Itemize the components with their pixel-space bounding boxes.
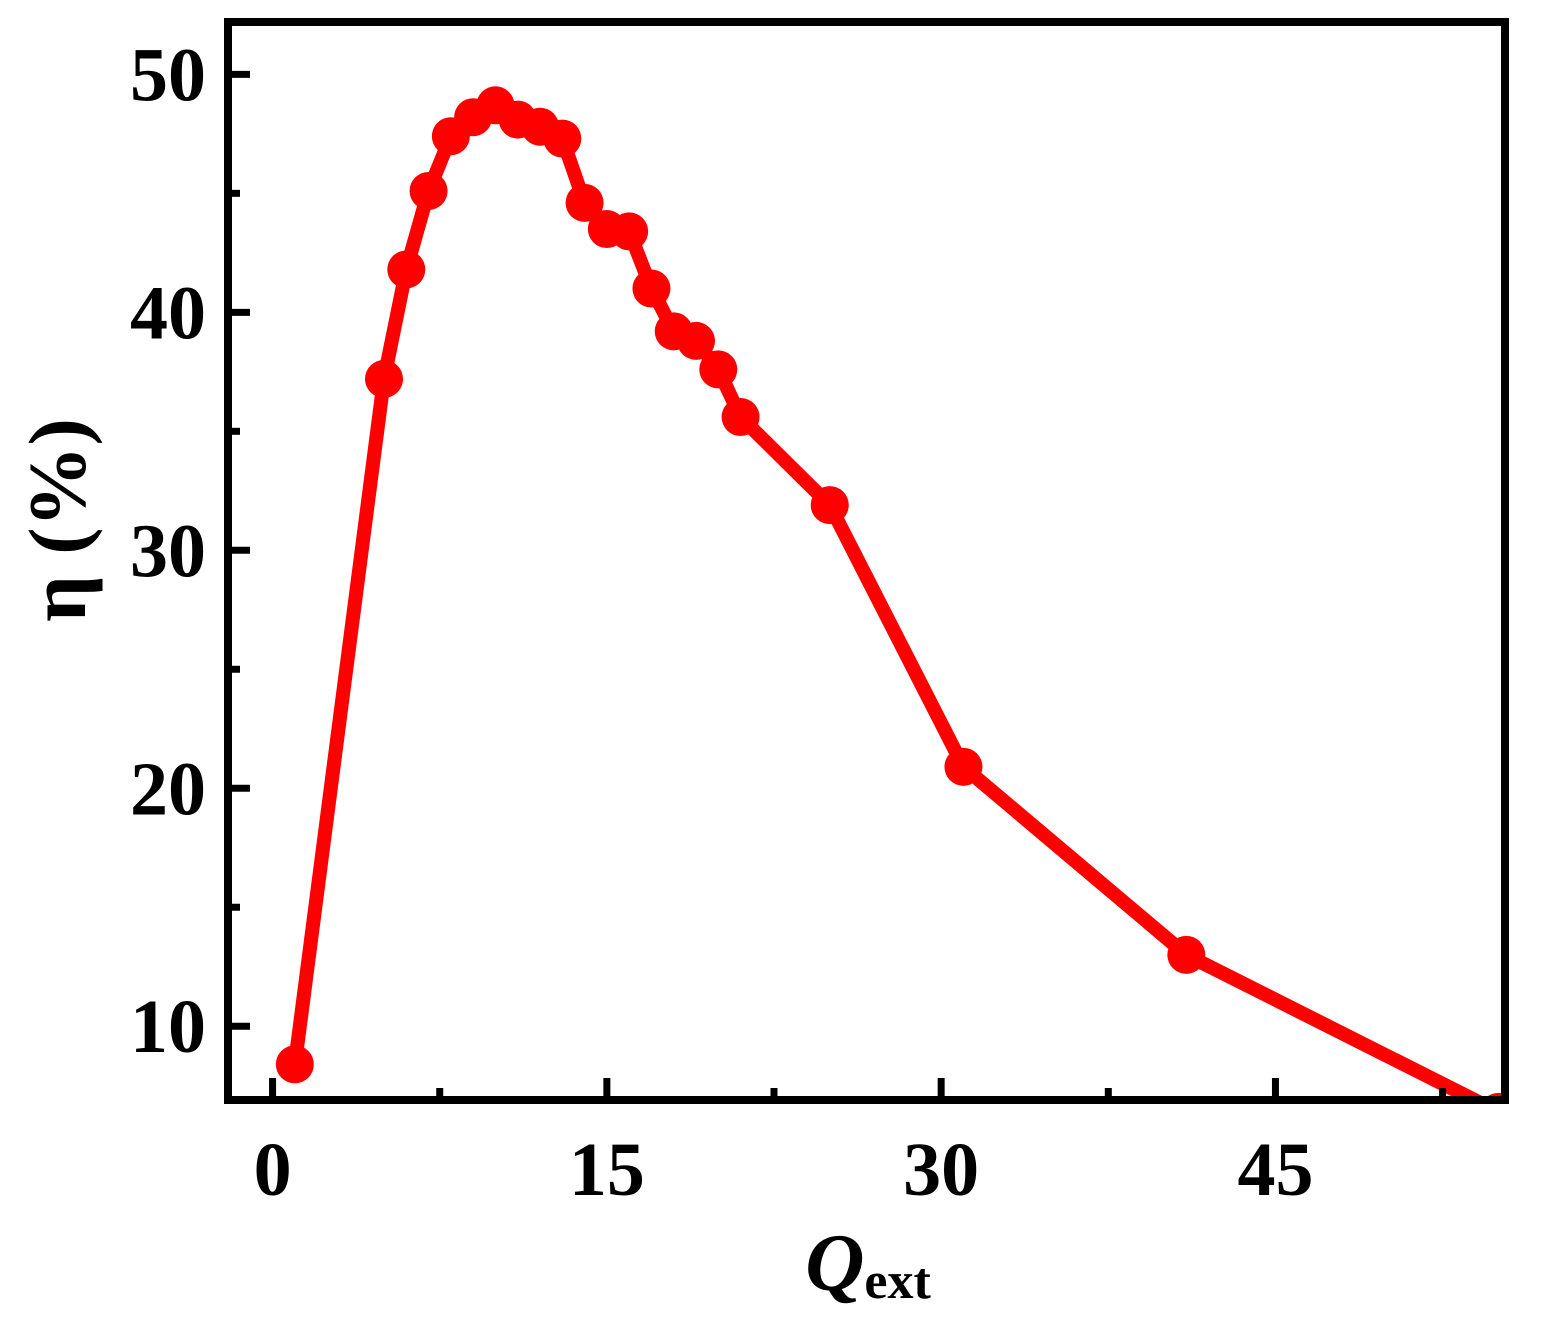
data-point: [677, 321, 716, 360]
data-point: [810, 486, 849, 525]
x-axis-label-sub: ext: [864, 1253, 931, 1310]
data-point: [1167, 935, 1206, 974]
data-point: [387, 250, 426, 289]
data-point: [365, 359, 404, 398]
y-tick-label: 30: [130, 509, 206, 593]
data-point: [275, 1045, 314, 1084]
x-tick-label: 30: [903, 1128, 979, 1212]
x-axis-label-main: Q: [805, 1217, 864, 1308]
x-tick-label: 15: [569, 1128, 645, 1212]
y-tick-label: 20: [130, 747, 206, 831]
data-point: [721, 398, 760, 437]
data-point: [944, 747, 983, 786]
data-point: [632, 269, 671, 308]
plot-frame: [224, 18, 1509, 1104]
y-tick-label: 10: [130, 985, 206, 1069]
data-point: [409, 171, 448, 210]
plot-area: [275, 86, 1505, 1100]
x-axis-label: Qext: [805, 1217, 931, 1310]
series-line: [287, 98, 1491, 1100]
data-point: [610, 212, 649, 251]
x-tick-label: 0: [254, 1128, 292, 1212]
y-tick-label: 50: [130, 33, 206, 117]
data-point: [543, 119, 582, 158]
x-tick-label: 45: [1237, 1128, 1313, 1212]
y-tick-label: 40: [130, 271, 206, 355]
data-point: [565, 183, 604, 222]
data-point: [699, 350, 738, 389]
y-axis-label: η (%): [12, 418, 103, 622]
